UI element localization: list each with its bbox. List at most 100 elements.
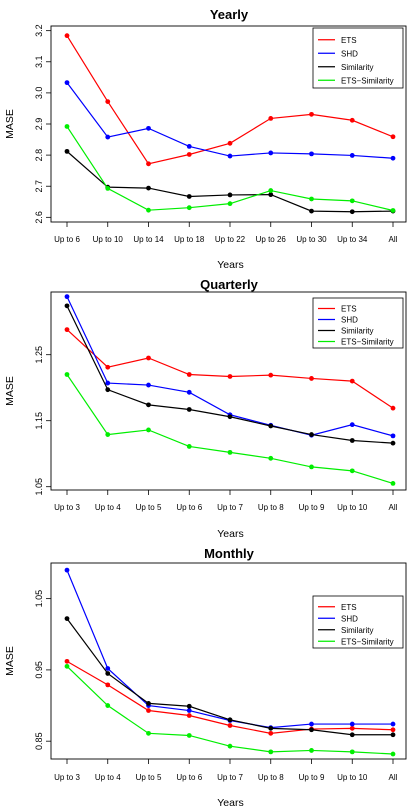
data-point [390,727,396,733]
x-tick-label: Up to 3 [54,773,80,782]
x-tick-label: Up to 3 [54,503,80,512]
chart-title: Monthly [204,546,255,561]
data-point [64,303,70,309]
data-point [105,387,111,393]
legend-box [312,27,404,89]
data-point [349,422,355,428]
series-2 [64,148,396,215]
y-tick-label: 1.05 [34,478,44,496]
data-point [390,732,396,738]
x-tick-label: Up to 5 [136,503,162,512]
x-tick-label: Up to 9 [299,503,325,512]
data-point [390,481,396,486]
data-point [105,380,111,386]
data-point [227,140,233,146]
data-point [146,402,151,408]
data-point [309,196,314,202]
x-axis-label: Years [217,797,243,809]
data-point [64,327,70,333]
legend-entry: Similarity [341,626,373,635]
legend-entry: ETS [341,36,357,45]
data-point [390,433,396,439]
data-point [186,733,192,738]
x-tick-label: Up to 6 [54,235,80,244]
data-point [146,207,151,213]
y-tick-label: 3.2 [34,24,44,37]
data-point [390,134,396,140]
data-point [227,449,233,455]
legend-entry: Similarity [341,63,373,72]
x-tick-label: Up to 6 [176,503,202,512]
data-point [268,730,274,736]
x-tick-label: All [389,235,398,244]
y-tick-label: 1.05 [34,590,44,608]
y-tick-label: 1.15 [34,412,44,430]
data-point [186,389,192,395]
x-tick-label: Up to 10 [337,773,368,782]
data-point [227,723,233,728]
x-tick-label: Up to 8 [258,773,284,782]
data-point [309,208,314,214]
data-point [64,567,70,573]
series-line [66,126,394,212]
data-point [227,153,233,159]
data-point [227,743,233,749]
y-axis-label: MASE [4,376,16,406]
data-point [268,455,274,461]
data-point [268,372,274,378]
data-point [268,150,274,156]
x-tick-label: All [389,773,398,782]
data-point [390,208,396,213]
data-point [227,192,233,198]
x-tick-label: Up to 22 [215,235,246,244]
x-tick-label: Up to 34 [337,235,368,244]
y-tick-label: 3.1 [34,56,44,69]
data-point [268,116,274,121]
y-tick-label: 3.0 [34,87,44,100]
data-point [64,148,70,154]
data-point [349,749,355,755]
data-point [105,703,111,708]
data-point [146,125,151,131]
series-line [66,374,394,484]
data-point [105,671,111,676]
legend-entry: SHD [341,49,358,58]
data-point [186,708,192,713]
chart-title: Yearly [210,7,249,22]
data-point [349,153,355,158]
data-point [349,721,355,727]
legend-entry: ETS−Similarity [341,637,394,646]
y-tick-label: 0.95 [34,661,44,679]
chart-monthly: Monthly Up to 3 Up to 4 Up to 5 Up to 6 Up to… [4,546,407,809]
y-tick-label: 2.8 [34,149,44,162]
data-point [227,201,233,207]
legend: ETS SHD Similarity ETS−Similarity [312,27,404,89]
x-tick-label: Up to 10 [337,503,368,512]
data-point [64,80,70,86]
data-point [105,186,111,191]
legend-entry: ETS [341,603,357,612]
data-point [309,721,314,727]
legend-box [312,297,404,349]
x-tick-label: Up to 7 [217,773,243,782]
data-point [349,725,355,731]
series-0 [64,327,396,411]
data-point [309,464,314,470]
data-point [349,378,355,384]
y-tick-label: 1.25 [34,346,44,364]
y-tick-label: 2.7 [34,180,44,193]
data-point [64,124,70,129]
x-axis-label: Years [217,528,243,540]
data-point [349,117,355,123]
y-tick-label: 2.9 [34,118,44,131]
data-point [105,682,111,688]
data-point [146,701,151,706]
series-1 [64,80,396,161]
data-point [349,732,355,738]
data-point [64,616,70,621]
x-tick-label: Up to 8 [258,503,284,512]
y-tick-label: 2.6 [34,211,44,224]
data-point [390,721,396,727]
data-point [227,414,233,420]
